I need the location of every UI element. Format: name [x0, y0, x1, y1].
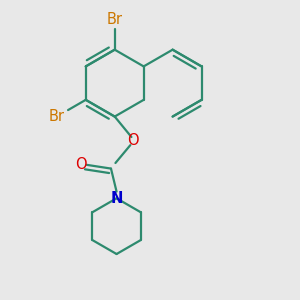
Text: O: O: [128, 133, 139, 148]
Text: Br: Br: [49, 109, 65, 124]
Text: Br: Br: [107, 13, 123, 28]
Text: O: O: [76, 158, 87, 172]
Text: N: N: [110, 191, 123, 206]
